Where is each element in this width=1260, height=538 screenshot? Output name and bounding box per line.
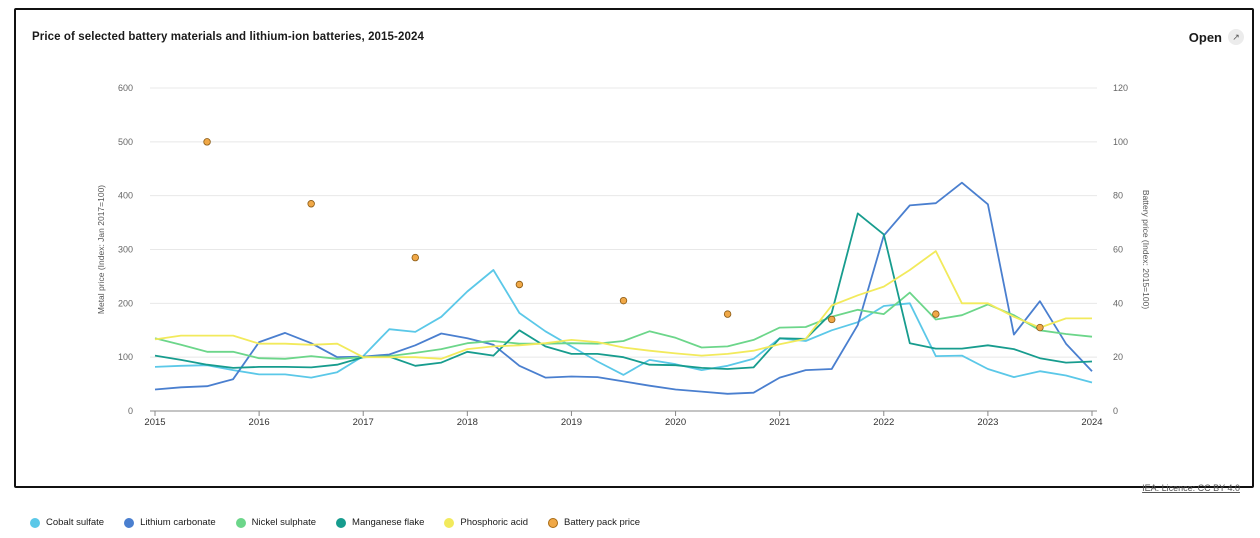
legend-label: Battery pack price bbox=[564, 517, 641, 528]
legend-label: Nickel sulphate bbox=[251, 517, 317, 528]
external-link-icon: ↗ bbox=[1228, 29, 1244, 45]
series-line-nickel-sulphate bbox=[154, 291, 1093, 360]
battery-price-point bbox=[619, 296, 628, 305]
legend-item-battery-pack-price[interactable]: Battery pack price bbox=[548, 517, 640, 528]
x-tick-label: 2017 bbox=[353, 417, 374, 428]
legend-swatch bbox=[548, 517, 559, 528]
battery-price-point bbox=[307, 200, 315, 208]
x-tick-label: 2023 bbox=[977, 417, 998, 428]
x-tick-label: 2024 bbox=[1081, 417, 1102, 428]
legend-swatch bbox=[235, 517, 246, 528]
legend-item-lithium-carbonate[interactable]: Lithium carbonate bbox=[124, 517, 216, 528]
y2-tick-label: 60 bbox=[1113, 245, 1123, 255]
y-tick-label: 0 bbox=[128, 406, 133, 416]
legend-item-manganese-flake[interactable]: Manganese flake bbox=[336, 517, 424, 528]
y-tick-label: 400 bbox=[118, 191, 133, 201]
y2-tick-label: 40 bbox=[1113, 298, 1123, 308]
y2-tick-label: 120 bbox=[1113, 83, 1128, 93]
battery-price-point bbox=[411, 253, 419, 262]
legend-label: Phosphoric acid bbox=[460, 517, 529, 528]
battery-price-point bbox=[828, 315, 836, 324]
legend-swatch bbox=[336, 517, 347, 528]
y2-tick-label: 20 bbox=[1113, 352, 1123, 362]
x-tick-label: 2020 bbox=[665, 417, 686, 428]
legend-swatch bbox=[30, 517, 40, 528]
series-line-phosphoric-acid bbox=[154, 250, 1092, 360]
chart-title: Price of selected battery materials and … bbox=[32, 31, 424, 43]
legend-item-nickel-sulphate[interactable]: Nickel sulphate bbox=[235, 517, 317, 528]
y-tick-label: 200 bbox=[118, 298, 133, 308]
series-line-manganese-flake bbox=[154, 212, 1093, 370]
legend: Cobalt sulfate Lithium carbonate Nickel … bbox=[30, 517, 640, 528]
y2-tick-label: 100 bbox=[1113, 137, 1128, 147]
y-axis-title: Metal price (Index: Jan 2017=100) bbox=[96, 185, 106, 314]
legend-label: Cobalt sulfate bbox=[46, 517, 105, 528]
series-line-cobalt-sulfate bbox=[154, 269, 1093, 384]
x-tick-label: 2015 bbox=[144, 417, 165, 428]
legend-item-cobalt-sulfate[interactable]: Cobalt sulfate bbox=[30, 517, 104, 528]
legend-label: Lithium carbonate bbox=[140, 517, 216, 528]
legend-item-phosphoric-acid[interactable]: Phosphoric acid bbox=[444, 517, 528, 528]
legend-swatch bbox=[444, 517, 455, 528]
y2-tick-label: 80 bbox=[1113, 191, 1123, 201]
open-button-label: Open bbox=[1188, 29, 1222, 45]
y2-axis-title: Battery price (Index: 2015=100) bbox=[1141, 190, 1151, 309]
source-link[interactable]: IEA. Licence: CC BY 4.0 bbox=[1142, 483, 1240, 493]
open-button[interactable]: Open ↗ bbox=[1189, 29, 1244, 45]
battery-price-point bbox=[203, 138, 211, 146]
y-tick-label: 600 bbox=[118, 83, 133, 93]
legend-label: Manganese flake bbox=[352, 517, 425, 528]
y2-tick-label: 0 bbox=[1113, 406, 1118, 416]
battery-price-point bbox=[932, 310, 940, 318]
legend-swatch bbox=[124, 517, 135, 528]
x-tick-label: 2019 bbox=[561, 417, 582, 428]
y-tick-label: 500 bbox=[118, 137, 133, 147]
x-tick-label: 2018 bbox=[457, 417, 478, 428]
series-line-lithium-carbonate bbox=[154, 181, 1093, 395]
y-tick-label: 100 bbox=[118, 352, 133, 362]
battery-price-point bbox=[723, 310, 732, 318]
x-tick-label: 2022 bbox=[873, 417, 894, 428]
y-tick-label: 300 bbox=[118, 245, 133, 255]
x-tick-label: 2016 bbox=[249, 417, 270, 428]
x-tick-label: 2021 bbox=[769, 417, 790, 428]
battery-price-point bbox=[1036, 323, 1044, 332]
battery-price-point bbox=[515, 280, 524, 289]
